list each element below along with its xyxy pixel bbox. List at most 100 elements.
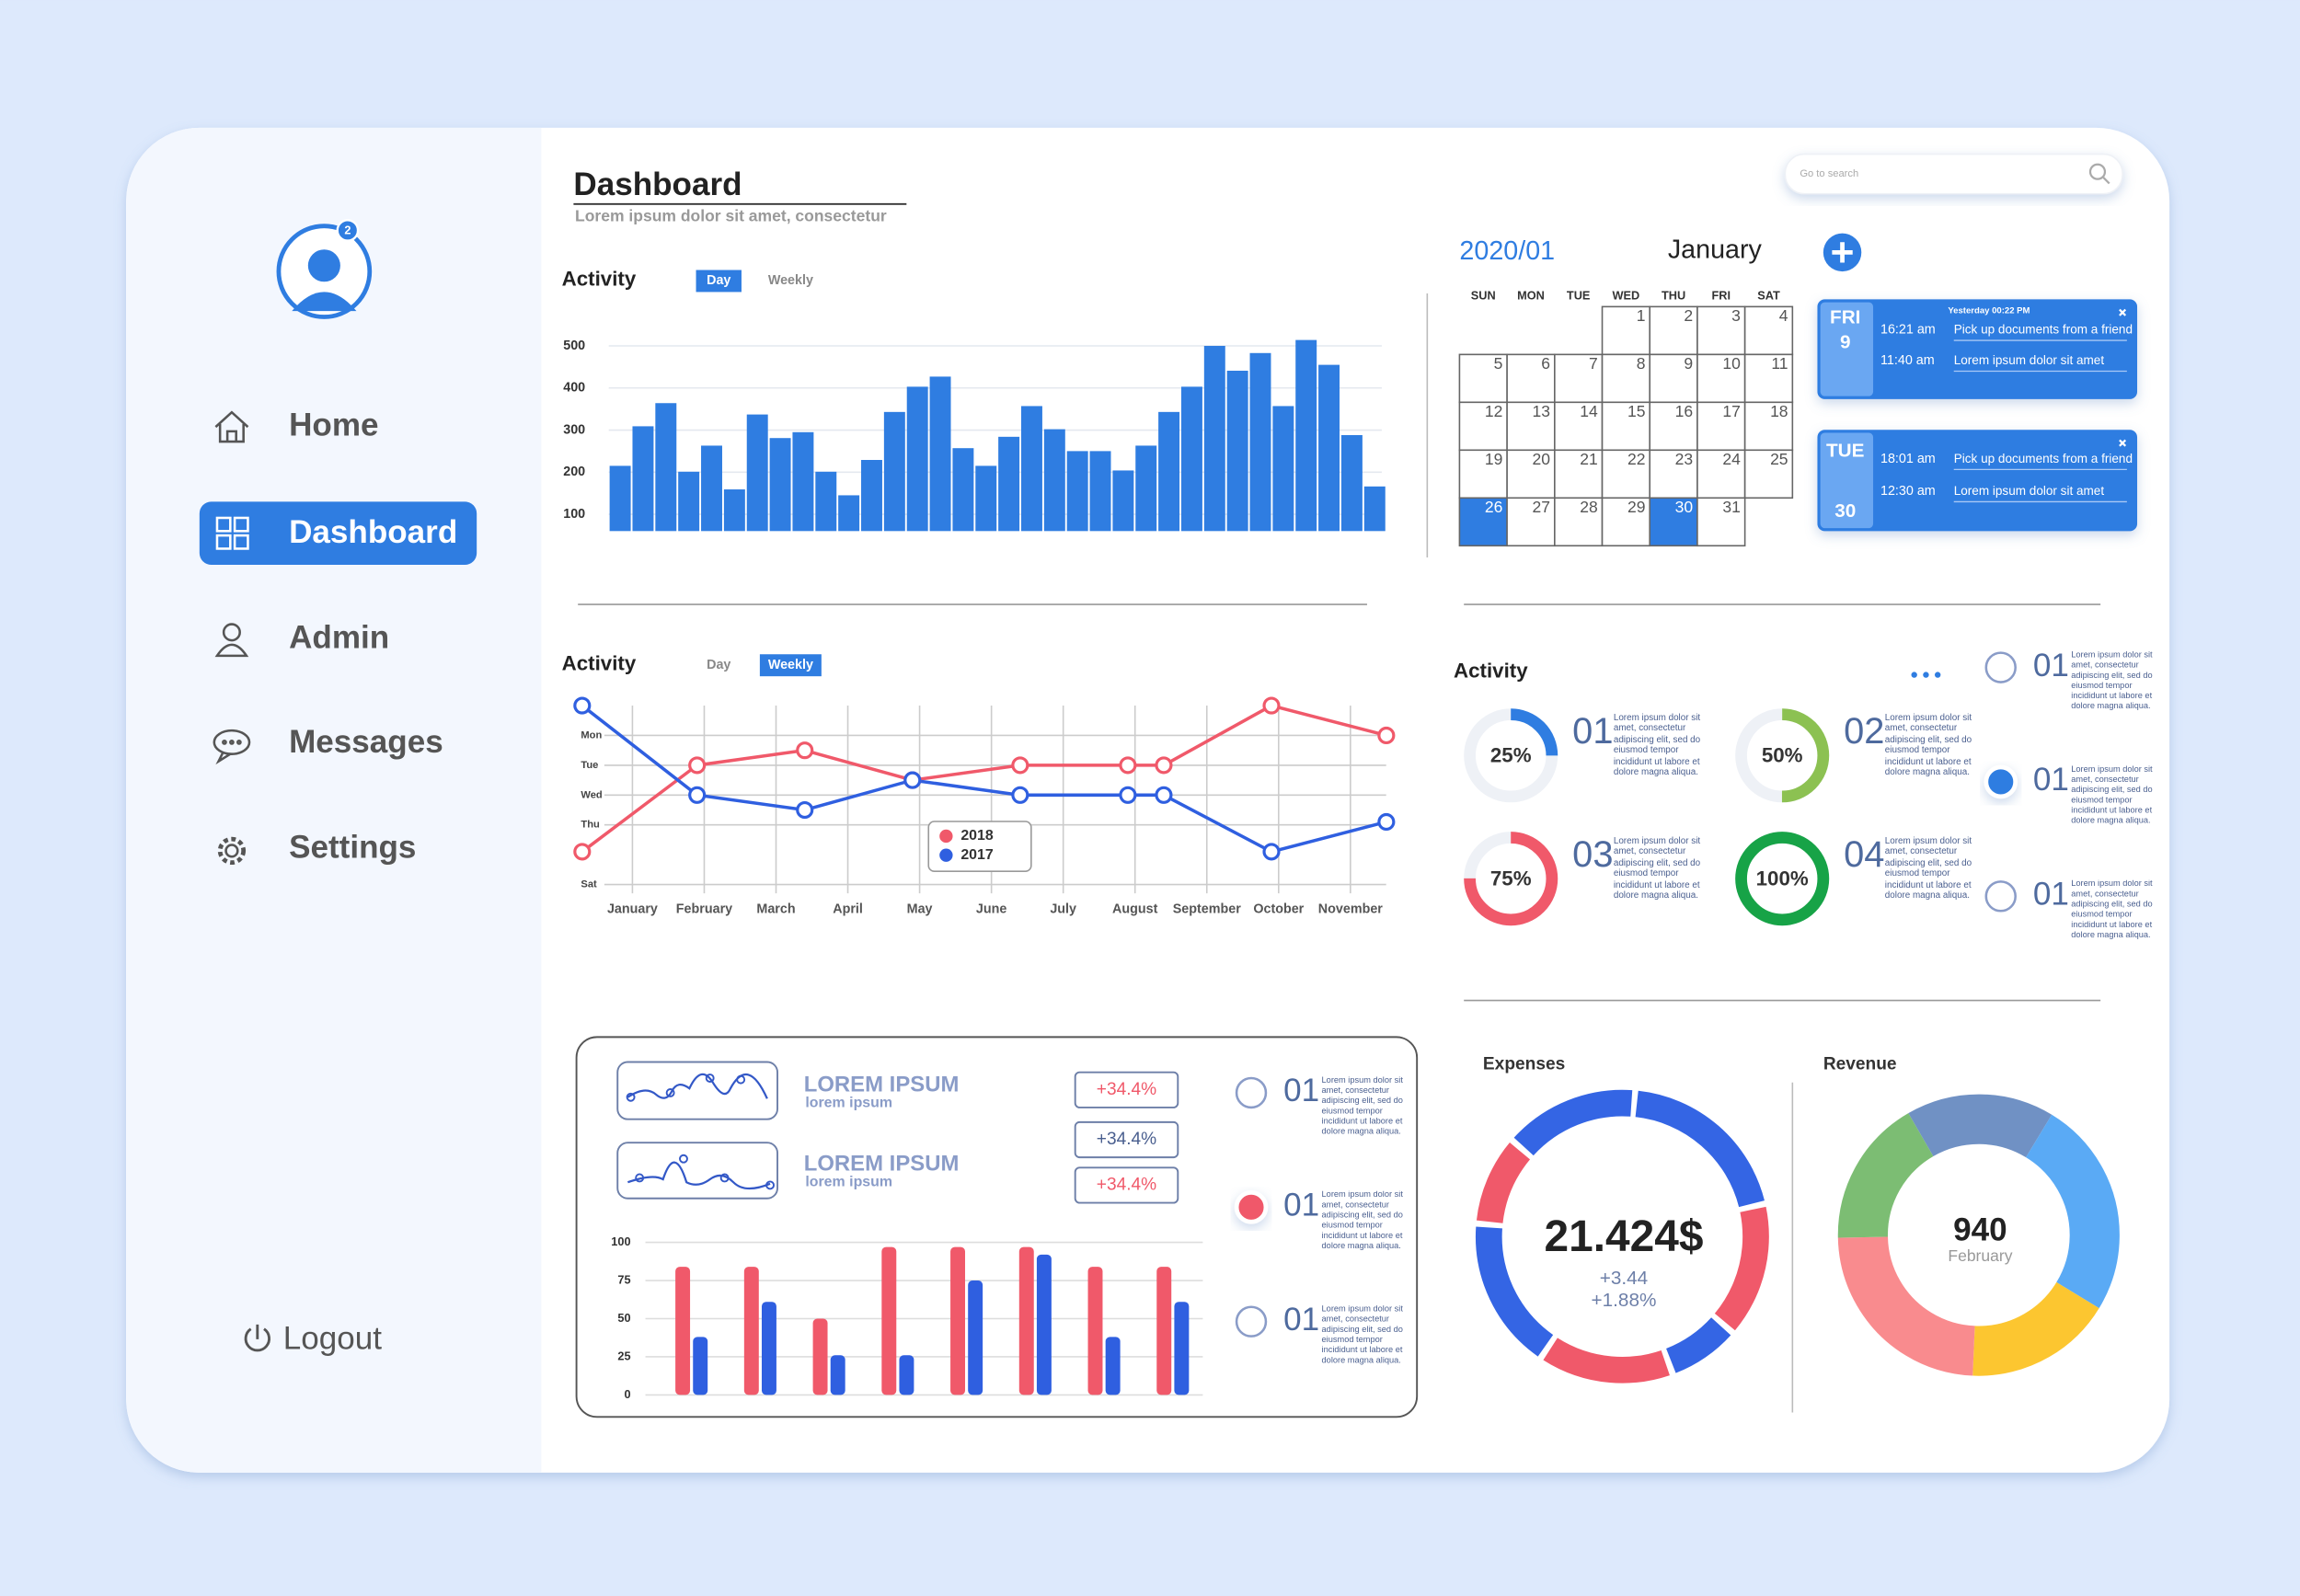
- y-tick-label: 75: [617, 1272, 630, 1286]
- radio[interactable]: [1984, 880, 2017, 913]
- day-cell[interactable]: [1649, 497, 1698, 547]
- nav-item[interactable]: Home: [289, 407, 378, 442]
- day-cell[interactable]: [1458, 449, 1508, 499]
- event-time: 12:30 am: [1880, 484, 1936, 499]
- event-date-panel: [1820, 302, 1874, 396]
- bar: [1156, 1267, 1172, 1395]
- day-number: 9: [1684, 354, 1693, 373]
- sparkline-dots: [626, 1074, 746, 1102]
- day-number: 13: [1533, 402, 1550, 420]
- radio[interactable]: [1235, 1076, 1268, 1109]
- y-tick-label: 100: [563, 507, 585, 522]
- item-text: Lorem ipsum dolor sit amet, consectetur …: [1884, 713, 1972, 778]
- nav-item[interactable]: Messages: [289, 724, 443, 760]
- card-title: LOREM IPSUM: [804, 1151, 960, 1176]
- day-number: 23: [1675, 450, 1693, 468]
- day-number: 2: [1684, 306, 1693, 325]
- badge: [1074, 1071, 1179, 1108]
- badge-text: +34.4%: [1097, 1130, 1156, 1149]
- day-cell[interactable]: [1554, 353, 1604, 404]
- search-icon[interactable]: [2088, 163, 2110, 185]
- badge-count: 2: [344, 224, 351, 237]
- day-number: 14: [1580, 402, 1598, 420]
- day-cell[interactable]: [1554, 449, 1604, 499]
- day-cell[interactable]: [1696, 449, 1746, 499]
- tab-active-bg[interactable]: [759, 654, 822, 677]
- item-number: 01: [2033, 762, 2069, 798]
- bar: [1318, 364, 1340, 532]
- event-text: Lorem ipsum dolor sit amet: [1954, 353, 2105, 367]
- more-dot: [1923, 672, 1929, 678]
- logout[interactable]: Logout: [283, 1321, 383, 1357]
- day-cell[interactable]: [1743, 401, 1794, 452]
- badge-text: +34.4%: [1097, 1175, 1156, 1194]
- day-number: 7: [1589, 354, 1598, 373]
- center-subtitle: February: [1948, 1246, 2012, 1265]
- day-cell[interactable]: [1458, 497, 1508, 547]
- bar: [1087, 1267, 1103, 1395]
- tab[interactable]: Day: [707, 658, 730, 672]
- day-cell[interactable]: [1554, 497, 1604, 547]
- x-tick-label: May: [907, 901, 933, 916]
- messages-icon: [213, 729, 251, 765]
- tab-active-bg[interactable]: [696, 270, 742, 293]
- day-cell[interactable]: [1649, 401, 1698, 452]
- day-cell[interactable]: [1649, 305, 1698, 356]
- tab[interactable]: Weekly: [768, 658, 813, 672]
- weekday: SAT: [1757, 289, 1780, 303]
- item-text: Lorem ipsum dolor sit amet, consectetur …: [2071, 765, 2153, 826]
- item-number: 01: [1283, 1073, 1319, 1108]
- day-number: 30: [1675, 498, 1694, 516]
- day-number: 8: [1637, 354, 1646, 373]
- search-placeholder: Go to search: [1800, 168, 1858, 179]
- bar: [743, 1267, 759, 1395]
- event-card[interactable]: [1817, 430, 2138, 532]
- day-cell[interactable]: [1696, 401, 1746, 452]
- day-cell[interactable]: [1601, 449, 1651, 499]
- day-cell[interactable]: [1506, 497, 1556, 547]
- bar: [830, 1355, 845, 1395]
- legend-swatch: [939, 848, 953, 862]
- day-number: 4: [1779, 306, 1788, 325]
- avatar-badge: [336, 219, 360, 242]
- day-cell[interactable]: [1506, 449, 1556, 499]
- close-icon[interactable]: [2119, 308, 2127, 316]
- bar: [769, 438, 791, 532]
- day-cell[interactable]: [1743, 305, 1794, 356]
- x-tick-label: June: [976, 901, 1006, 916]
- item-text: Lorem ipsum dolor sit amet, consectetur …: [1321, 1076, 1403, 1137]
- item-text-box: Lorem ipsum dolor sit amet, consectetur …: [1884, 713, 1972, 778]
- line-point: [1262, 696, 1281, 715]
- day-cell[interactable]: [1696, 497, 1746, 547]
- item-number: 01: [1283, 1302, 1319, 1338]
- nav-active-bg[interactable]: [199, 501, 477, 565]
- bar: [1180, 386, 1202, 532]
- donut-progress: [1464, 708, 1558, 803]
- line-point: [1262, 843, 1281, 861]
- radio[interactable]: [1234, 1189, 1269, 1224]
- day-cell[interactable]: [1601, 353, 1651, 404]
- bar: [701, 445, 722, 532]
- avatar-body: [292, 292, 357, 312]
- search-box[interactable]: [1784, 153, 2123, 195]
- nav-item[interactable]: Dashboard: [289, 514, 457, 550]
- radio[interactable]: [1235, 1305, 1268, 1338]
- day-cell[interactable]: [1743, 449, 1794, 499]
- tab[interactable]: Weekly: [768, 273, 813, 288]
- tab[interactable]: Day: [707, 273, 730, 288]
- close-icon[interactable]: [2119, 439, 2127, 447]
- event-card[interactable]: [1817, 299, 2138, 399]
- donut-segment: [1475, 1089, 1769, 1384]
- radio[interactable]: [1984, 651, 2017, 683]
- nav-item[interactable]: Settings: [289, 830, 416, 866]
- day-number: 10: [1722, 354, 1741, 373]
- event-weekday: FRI: [1830, 307, 1860, 328]
- bar: [1203, 346, 1225, 532]
- bar: [1018, 1246, 1034, 1395]
- day-cell[interactable]: [1506, 401, 1556, 452]
- radio[interactable]: [1984, 764, 2018, 799]
- line-point: [688, 756, 707, 775]
- nav-item[interactable]: Admin: [289, 620, 389, 656]
